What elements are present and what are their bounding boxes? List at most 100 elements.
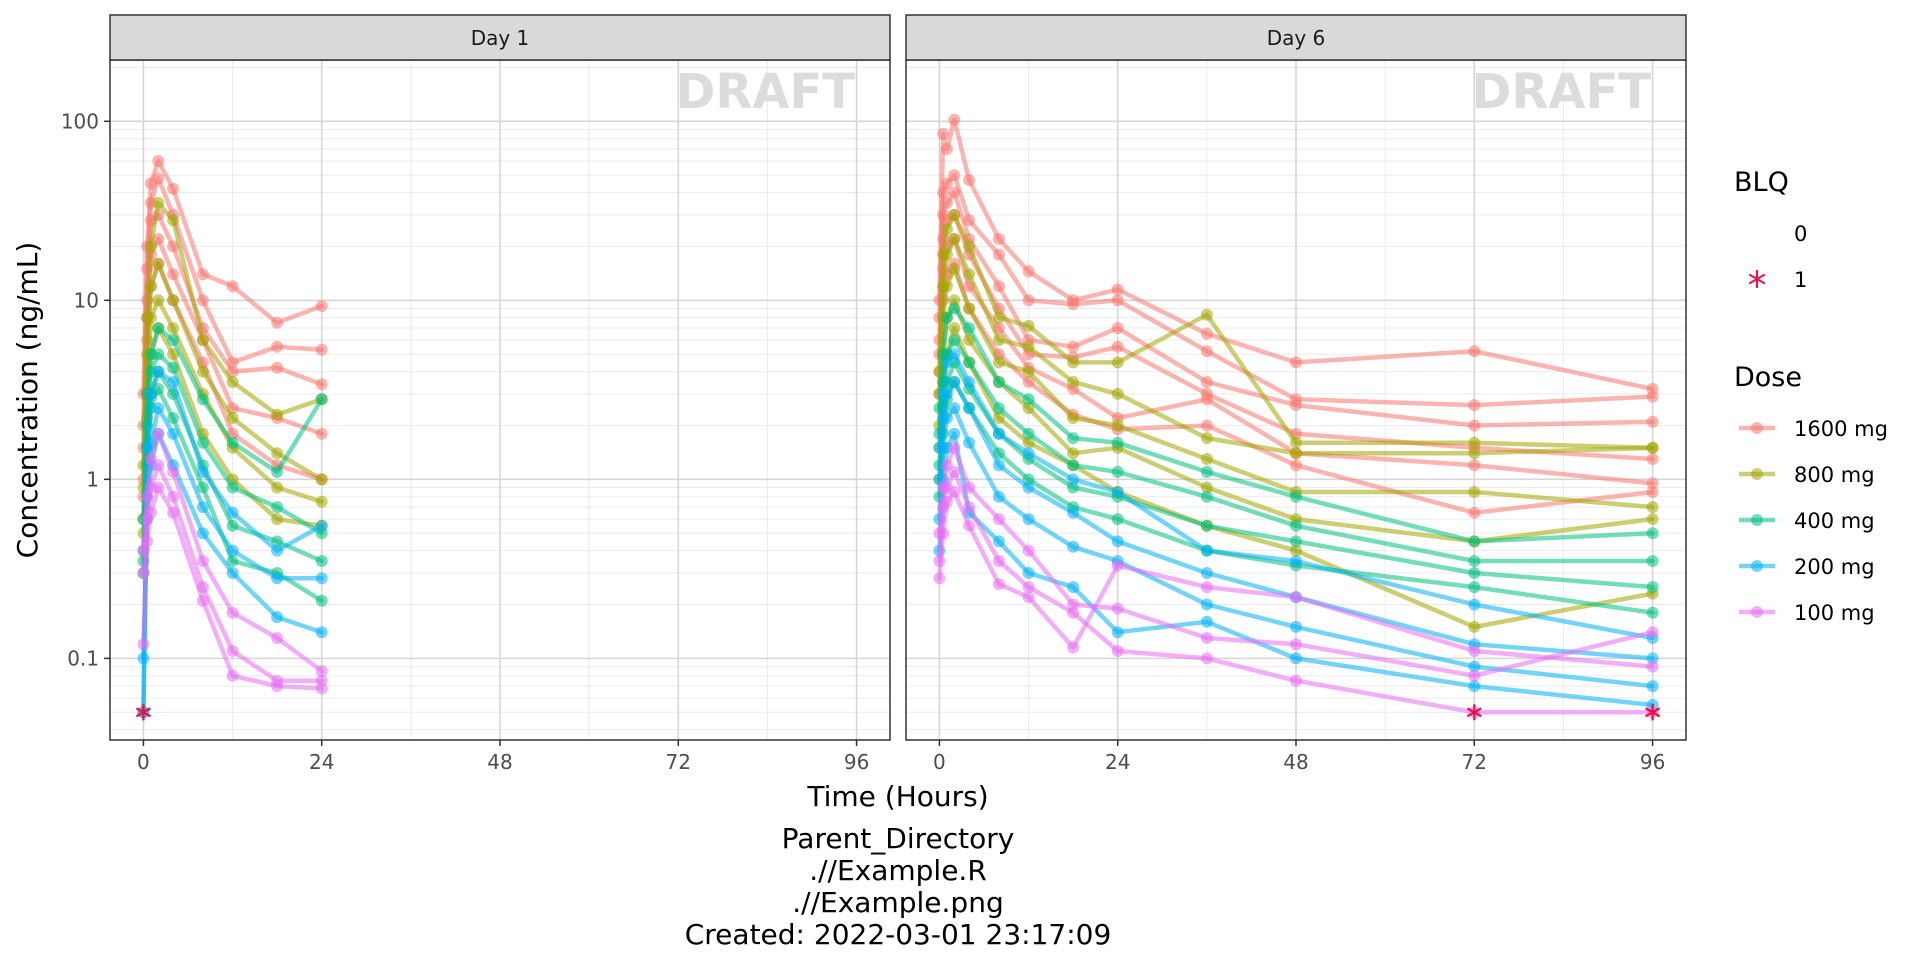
data-point xyxy=(137,652,150,665)
data-point xyxy=(1022,513,1035,526)
caption-line: Parent_Directory xyxy=(782,822,1015,855)
data-point xyxy=(271,611,284,624)
data-point xyxy=(1067,606,1080,619)
data-point xyxy=(271,481,284,494)
data-point xyxy=(1200,432,1213,445)
data-point xyxy=(1468,660,1481,673)
data-point xyxy=(992,356,1005,369)
data-point xyxy=(1646,441,1659,454)
watermark: DRAFT xyxy=(676,64,856,120)
data-point xyxy=(1646,477,1659,490)
data-point xyxy=(1200,519,1213,532)
data-point xyxy=(1067,581,1080,594)
data-point xyxy=(1200,567,1213,579)
data-point xyxy=(226,376,239,388)
data-point xyxy=(167,268,180,281)
panel-1: DRAFT Day 1 0 24 48 72 96 xyxy=(109,14,891,774)
data-point xyxy=(933,572,946,585)
data-point xyxy=(196,268,209,281)
data-point xyxy=(1200,419,1213,432)
watermark: DRAFT xyxy=(1472,64,1652,120)
data-point xyxy=(1468,459,1481,472)
data-point xyxy=(940,196,953,209)
data-point xyxy=(1646,486,1659,498)
data-point xyxy=(1468,555,1481,567)
data-point xyxy=(948,402,961,415)
data-point xyxy=(196,436,209,449)
data-point xyxy=(226,481,239,494)
data-point xyxy=(1290,459,1302,472)
data-point xyxy=(963,356,976,369)
data-point xyxy=(1468,620,1481,633)
data-point xyxy=(315,626,328,639)
data-point xyxy=(167,240,180,253)
blq-asterisk-stroke xyxy=(1466,707,1482,718)
data-point xyxy=(963,174,976,186)
data-point xyxy=(315,572,328,585)
data-point xyxy=(144,387,157,400)
data-point xyxy=(144,280,157,293)
data-point xyxy=(1022,265,1035,278)
series-group xyxy=(135,155,328,721)
data-point xyxy=(1290,490,1302,503)
data-point xyxy=(1022,402,1035,415)
data-point xyxy=(1067,459,1080,472)
data-point xyxy=(226,519,239,532)
data-point xyxy=(315,594,328,607)
data-point xyxy=(315,378,328,391)
data-point xyxy=(1646,581,1659,594)
data-point xyxy=(1022,481,1035,494)
data-point xyxy=(1022,427,1035,440)
data-point xyxy=(271,408,284,421)
data-point xyxy=(1200,327,1213,340)
data-point xyxy=(1646,415,1659,428)
data-point xyxy=(1022,340,1035,353)
data-point xyxy=(948,302,961,315)
data-point xyxy=(948,427,961,440)
data-point xyxy=(167,412,180,424)
facet-strip xyxy=(109,14,891,61)
data-point xyxy=(992,578,1005,591)
data-point xyxy=(226,544,239,557)
data-point xyxy=(167,322,180,335)
data-point xyxy=(1200,465,1213,478)
data-point xyxy=(196,594,209,607)
data-point xyxy=(1646,626,1659,639)
x-tick-label: 48 xyxy=(1283,750,1308,774)
data-point xyxy=(315,473,328,486)
data-point xyxy=(940,412,953,424)
data-point xyxy=(152,348,165,361)
data-point xyxy=(1290,555,1302,567)
data-point xyxy=(1290,399,1302,412)
data-point xyxy=(940,495,953,508)
data-point xyxy=(167,294,180,307)
data-point xyxy=(152,427,165,440)
data-point xyxy=(196,465,209,478)
data-point xyxy=(1290,674,1302,687)
data-point xyxy=(271,465,284,478)
data-point xyxy=(1468,399,1481,412)
data-point xyxy=(940,387,953,400)
data-point xyxy=(1067,447,1080,460)
legend-label-blq: 0 xyxy=(1794,222,1807,246)
data-point xyxy=(1111,387,1124,400)
data-point xyxy=(963,302,976,315)
facet-label: Day 1 xyxy=(471,26,530,50)
x-tick-label: 48 xyxy=(487,750,512,774)
data-point xyxy=(1022,447,1035,460)
data-point xyxy=(137,638,150,651)
data-point xyxy=(167,361,180,374)
data-point xyxy=(152,257,165,270)
data-point xyxy=(1111,283,1124,296)
data-point xyxy=(167,376,180,388)
data-point xyxy=(1111,436,1124,449)
caption-line: .//Example.R xyxy=(809,854,987,887)
data-point xyxy=(152,294,165,307)
data-point xyxy=(963,436,976,449)
data-point xyxy=(226,436,239,449)
data-point xyxy=(1646,555,1659,567)
data-point xyxy=(1290,436,1302,449)
data-point xyxy=(940,280,953,293)
data-point xyxy=(948,208,961,221)
